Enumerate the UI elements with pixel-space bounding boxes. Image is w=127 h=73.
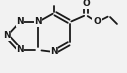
Text: N: N: [16, 45, 24, 55]
Text: N: N: [50, 48, 58, 57]
Text: CH₃: CH₃: [46, 0, 62, 2]
Text: N: N: [16, 18, 24, 26]
Text: O: O: [82, 0, 90, 8]
Text: N: N: [3, 32, 11, 41]
Text: N: N: [34, 18, 42, 26]
Text: O: O: [93, 18, 101, 26]
